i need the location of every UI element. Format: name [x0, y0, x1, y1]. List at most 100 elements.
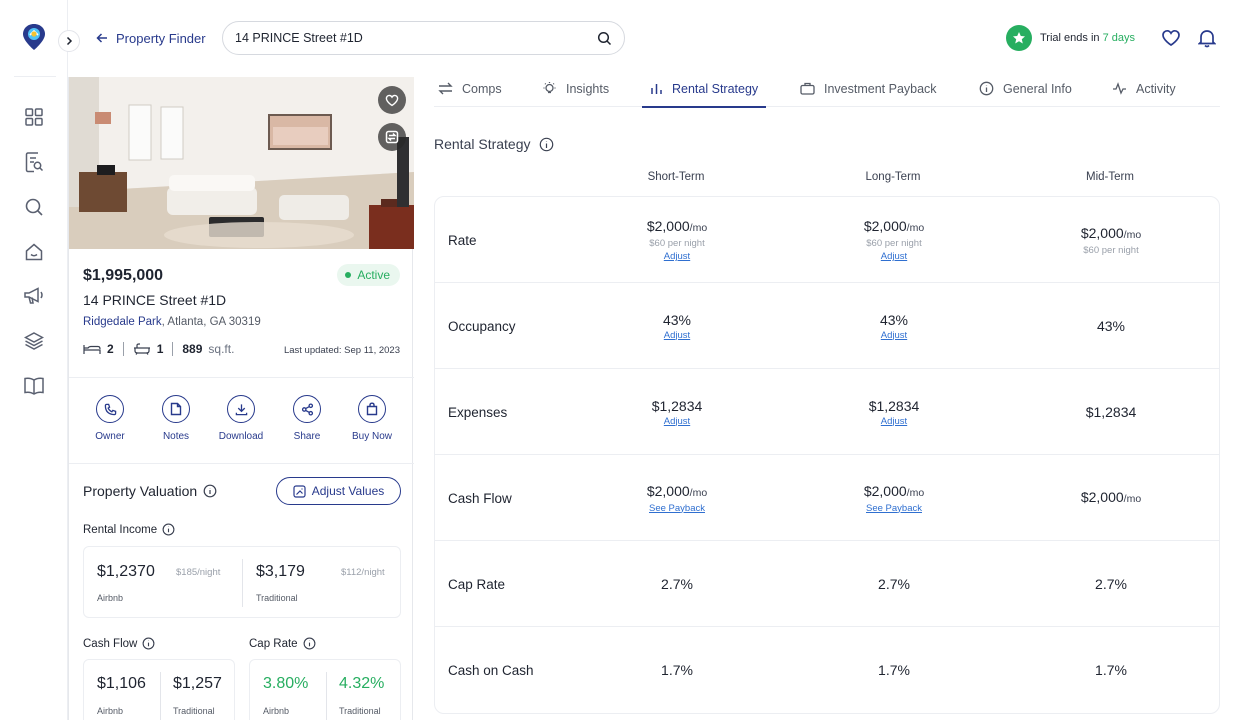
column-header-long-term: Long-Term [865, 171, 921, 183]
see-payback-link[interactable]: See Payback [649, 502, 705, 514]
property-address: 14 PRINCE Street #1D [83, 292, 227, 308]
tab-investment-payback[interactable]: Investment Payback [800, 70, 937, 107]
cash-flow-value: $2,000 [863, 482, 907, 499]
divider [160, 672, 161, 720]
city-state-zip: , Atlanta, GA 30319 [161, 316, 261, 328]
info-icon[interactable] [162, 523, 175, 536]
property-photo[interactable] [69, 77, 414, 249]
cap-rate-title: Cap Rate [249, 637, 316, 650]
property-valuation-title: Property Valuation [83, 483, 217, 499]
rate-value: $2,000 [1080, 224, 1124, 241]
adjust-link[interactable]: Adjust [663, 415, 691, 427]
bed-count: 2 [107, 342, 114, 356]
search-icon[interactable] [597, 31, 612, 46]
search-icon[interactable] [22, 195, 46, 219]
property-price: $1,995,000 [83, 267, 164, 284]
info-icon[interactable] [142, 637, 155, 650]
arrow-left-icon [96, 32, 108, 44]
adjust-link[interactable]: Adjust [880, 329, 908, 341]
neighborhood-link[interactable]: Ridgedale Park [83, 316, 162, 328]
bath-count: 1 [156, 342, 164, 356]
tab-activity[interactable]: Activity [1112, 70, 1176, 107]
favorites-heart-icon[interactable] [1160, 27, 1182, 49]
compare-button[interactable] [378, 123, 406, 151]
square-footage: 889 [182, 342, 203, 356]
info-icon[interactable] [303, 637, 316, 650]
book-icon[interactable] [22, 374, 46, 398]
buy-now-action[interactable]: Buy Now [341, 395, 403, 442]
brand-logo-icon[interactable] [20, 22, 48, 52]
layers-icon[interactable] [22, 329, 46, 353]
see-payback-link[interactable]: See Payback [866, 502, 922, 514]
table-row-cash-on-cash: Cash on Cash 1.7% 1.7% 1.7% [435, 627, 1219, 713]
info-icon[interactable] [539, 137, 554, 152]
traditional-caption: Traditional [256, 593, 298, 603]
nightly-rate: $60 per night [1083, 244, 1139, 256]
cap-rate-label: Cap Rate [249, 637, 298, 650]
property-locality: Ridgedale Park, Atlanta, GA 30319 [83, 316, 261, 328]
lightbulb-icon [542, 81, 557, 96]
tab-rental-strategy[interactable]: Rental Strategy [642, 70, 767, 108]
cell-mid-term: $2,000/mo $60 per night [1031, 197, 1191, 283]
trial-notice[interactable]: Trial ends in 7 days [1006, 24, 1135, 52]
cash-flow-title: Cash Flow [83, 637, 155, 650]
tab-general-info[interactable]: General Info [979, 70, 1072, 107]
buy-now-label: Buy Now [351, 431, 392, 442]
tab-rental-strategy-label: Rental Strategy [672, 81, 759, 96]
trial-days: 7 days [1102, 32, 1135, 44]
cell-short-term: $1,2834 Adjust [597, 369, 757, 455]
download-action[interactable]: Download [210, 395, 272, 442]
detail-tabs: Comps Insights Rental Strategy Investmen… [434, 70, 1220, 108]
airbnb-caption: Airbnb [263, 706, 290, 716]
divider [326, 672, 327, 720]
notes-action[interactable]: Notes [145, 395, 207, 442]
save-favorite-button[interactable] [378, 86, 406, 114]
cell-mid-term: 1.7% [1031, 627, 1191, 713]
cell-long-term: 43% Adjust [814, 283, 974, 369]
download-label: Download [218, 431, 264, 442]
adjust-link[interactable]: Adjust [880, 251, 908, 262]
tab-comps[interactable]: Comps [438, 70, 502, 107]
property-search-bar[interactable] [222, 21, 625, 55]
share-action[interactable]: Share [276, 395, 338, 442]
notes-label: Notes [162, 431, 190, 442]
adjust-link[interactable]: Adjust [663, 329, 691, 341]
column-header-mid-term: Mid-Term [1086, 171, 1134, 183]
document-search-icon[interactable] [22, 150, 46, 174]
living-room-photo-image [69, 77, 414, 249]
notifications-bell-icon[interactable] [1196, 27, 1218, 49]
megaphone-icon[interactable] [22, 284, 46, 308]
home-icon[interactable] [22, 240, 46, 264]
cap-rate-value: 2.7% [878, 576, 910, 592]
shopping-bag-icon [358, 395, 386, 423]
rate-value: $2,000 [646, 218, 690, 234]
occupancy-value: 43% [662, 311, 692, 328]
property-search-input[interactable] [235, 31, 597, 45]
cell-mid-term: 43% [1031, 283, 1191, 369]
table-row-cap-rate: Cap Rate 2.7% 2.7% 2.7% [435, 541, 1219, 627]
adjust-link[interactable]: Adjust [663, 251, 691, 262]
expand-sidebar-button[interactable] [58, 30, 80, 52]
info-circle-icon [979, 81, 994, 96]
airbnb-cap-rate-value: 3.80% [263, 675, 309, 692]
adjust-link[interactable]: Adjust [880, 415, 908, 427]
cell-mid-term: 2.7% [1031, 541, 1191, 627]
compare-arrows-icon [385, 130, 399, 144]
info-icon[interactable] [203, 484, 217, 498]
briefcase-icon [800, 82, 815, 95]
traditional-cash-flow-value: $1,257 [173, 675, 222, 692]
dashboard-grid-icon[interactable] [22, 105, 46, 129]
divider [69, 463, 414, 464]
property-facts: 2 1 889 sq.ft. [83, 342, 234, 356]
status-dot [345, 272, 352, 278]
back-to-property-finder-link[interactable]: Property Finder [96, 29, 206, 47]
adjust-values-button[interactable]: Adjust Values [276, 477, 401, 505]
cap-rate-value: 2.7% [661, 576, 693, 592]
row-label: Expenses [448, 405, 508, 420]
tab-insights[interactable]: Insights [542, 70, 609, 107]
owner-action[interactable]: Owner [79, 395, 141, 442]
airbnb-caption: Airbnb [97, 706, 124, 716]
cash-flow-suffix: /mo [1123, 493, 1142, 505]
cell-mid-term: $1,2834 [1031, 369, 1191, 455]
divider [69, 377, 414, 378]
